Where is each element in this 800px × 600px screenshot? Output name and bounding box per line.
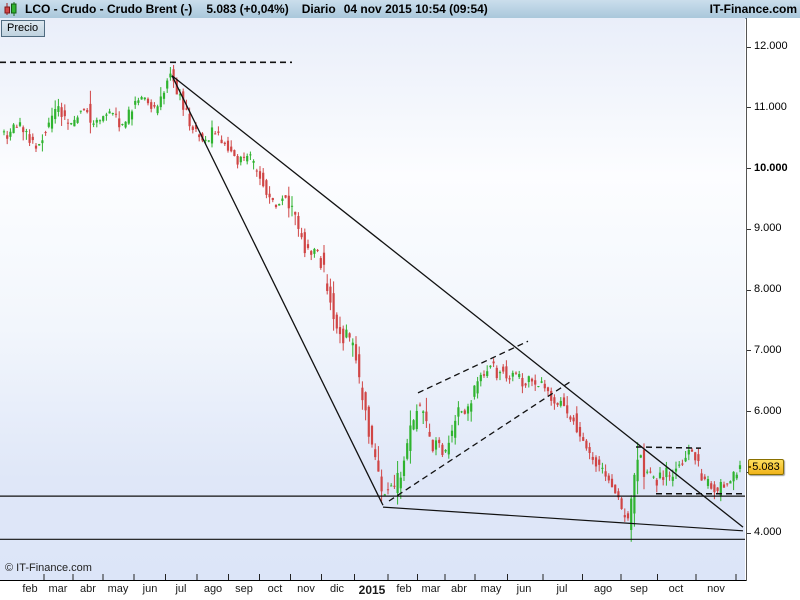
x-axis-label: mar xyxy=(48,583,68,595)
candles-group xyxy=(2,64,742,542)
x-axis-label: oct xyxy=(267,583,283,595)
x-axis-label: may xyxy=(480,583,502,595)
lower-support-sloped xyxy=(382,506,744,532)
y-axis: 12.000 11.000 10.000 9.000 8.000 7.000 6.000 5.… xyxy=(746,18,800,581)
channel-lower-dashed xyxy=(388,381,571,502)
tab-precio[interactable]: Precio xyxy=(1,20,46,37)
timeframe-label: Diario xyxy=(301,2,336,16)
channel-upper-dashed xyxy=(417,340,529,394)
x-axis-label: 2015 xyxy=(358,583,386,597)
y-axis-label: 6.000 xyxy=(754,404,782,417)
x-axis-label: mar xyxy=(421,583,441,595)
y-axis-label: 12.000 xyxy=(754,40,788,53)
x-axis: feb mar abr may jun jul ago sep oct nov dic 2015 feb… xyxy=(0,581,800,600)
instrument-title: LCO - Crudo - Crudo Brent (-) xyxy=(25,2,193,16)
y-axis-label: 9.000 xyxy=(754,222,782,235)
x-axis-label: nov xyxy=(707,583,725,595)
timestamp: 04 nov 2015 10:54 (09:54) xyxy=(343,2,488,16)
y-axis-tick xyxy=(747,168,751,170)
y-axis-label: 7.000 xyxy=(754,343,782,356)
x-axis-label: nov xyxy=(297,583,315,595)
y-axis-tick xyxy=(747,411,751,413)
x-axis-label: dic xyxy=(329,583,345,595)
y-axis-tick xyxy=(747,289,751,291)
x-axis-label: oct xyxy=(668,583,684,595)
triangle-steep-edge xyxy=(171,75,384,506)
y-axis-label: 8.000 xyxy=(754,283,782,296)
price-chart[interactable] xyxy=(0,18,745,580)
y-axis-label: 4.000 xyxy=(754,526,782,539)
brand-label: IT-Finance.com xyxy=(709,2,797,16)
y-axis-tick xyxy=(747,350,751,352)
y-axis-tick xyxy=(747,107,751,109)
y-axis-label: 10.000 xyxy=(754,161,788,174)
x-axis-line xyxy=(0,580,746,581)
copyright-watermark: © IT-Finance.com xyxy=(5,562,92,574)
candlestick-icon xyxy=(4,2,17,16)
x-axis-label: may xyxy=(107,583,129,595)
x-axis-label: ago xyxy=(203,583,223,595)
x-axis-label: abr xyxy=(80,583,96,595)
x-axis-label: jun xyxy=(142,583,158,595)
chart-plot-area[interactable]: Precio © IT-Finance.com xyxy=(0,18,745,580)
triangle-long-edge xyxy=(171,75,744,528)
x-axis-label: sep xyxy=(630,583,648,595)
title-bar: LCO - Crudo - Crudo Brent (-) 5.083 (+0,… xyxy=(0,0,800,19)
x-axis-label: sep xyxy=(235,583,253,595)
last-price-badge: 5.083 xyxy=(748,459,784,476)
x-axis-label: ago xyxy=(593,583,613,595)
y-axis-tick xyxy=(747,46,751,48)
x-axis-label: jul xyxy=(556,583,568,595)
y-axis-tick xyxy=(747,228,751,230)
x-axis-label: abr xyxy=(451,583,467,595)
last-price-change: 5.083 (+0,04%) xyxy=(206,2,289,16)
badge-pointer xyxy=(748,466,751,469)
x-axis-ticks xyxy=(43,574,737,580)
x-axis-label: jul xyxy=(175,583,187,595)
x-axis-label: jun xyxy=(516,583,532,595)
y-axis-tick xyxy=(747,532,751,534)
annotations-group xyxy=(0,61,745,540)
x-axis-label: feb xyxy=(22,583,38,595)
y-axis-label: 11.000 xyxy=(754,100,787,113)
x-axis-label: feb xyxy=(396,583,412,595)
spike-highs-dashed xyxy=(635,446,702,449)
